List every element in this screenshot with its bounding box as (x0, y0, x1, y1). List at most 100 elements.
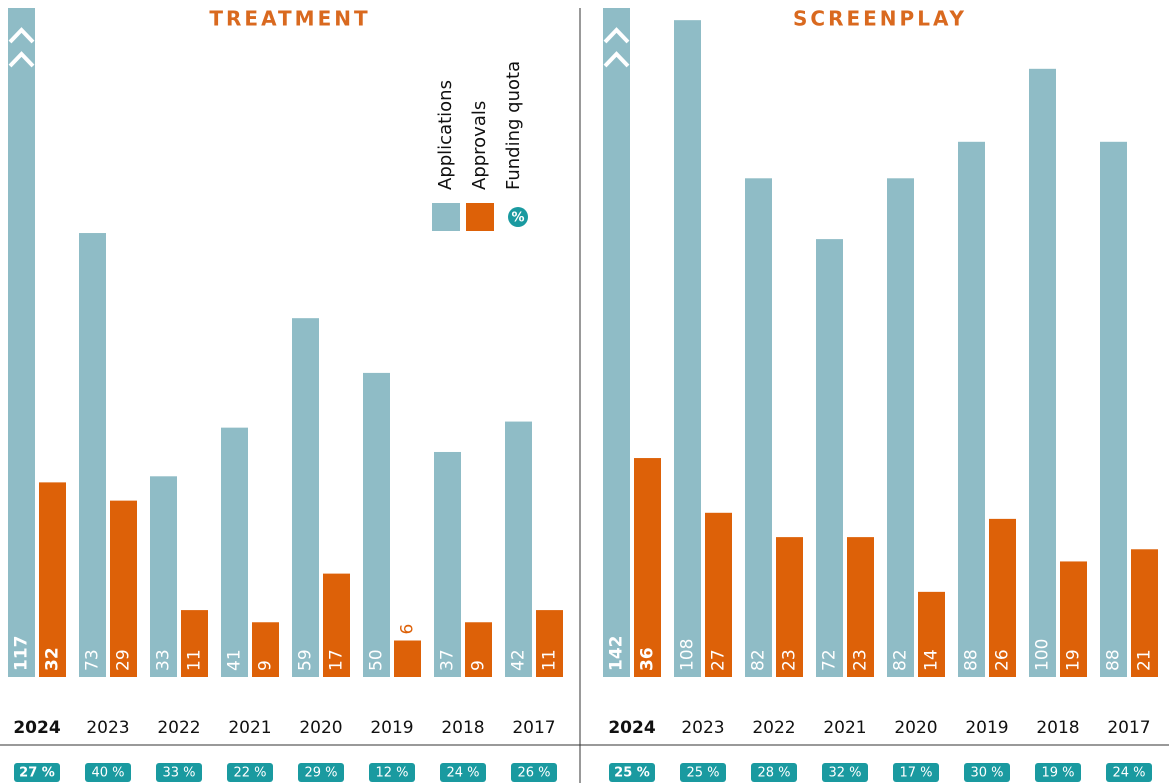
bar-value-label: 42 (509, 649, 529, 671)
year-label: 2020 (299, 718, 342, 738)
quota-label: 12 % (375, 766, 408, 781)
bar-value-label: 37 (438, 649, 458, 671)
quota-badge (964, 763, 1010, 782)
bar-value-label: 142 (607, 636, 627, 672)
bar-value-label: 29 (114, 649, 134, 671)
bar-value-label: 50 (367, 649, 387, 671)
year-label: 2021 (823, 718, 866, 738)
year-label: 2020 (894, 718, 937, 738)
quota-badge (369, 763, 415, 782)
quota-badge (1106, 763, 1152, 782)
year-label: 2024 (608, 718, 655, 738)
quota-badge (14, 763, 60, 782)
quota-label: 22 % (233, 766, 266, 781)
year-label: 2021 (228, 718, 271, 738)
bar (110, 500, 137, 677)
legend-quota-icon (508, 207, 528, 227)
quota-label: 25 % (686, 766, 719, 781)
bar-value-label: 21 (1135, 649, 1155, 671)
quota-badge (85, 763, 131, 782)
bar (536, 610, 563, 677)
bar-value-label: 9 (256, 660, 276, 671)
bar-value-label: 27 (709, 649, 729, 671)
bar-value-label: 11 (540, 649, 560, 671)
legend-quota-symbol: % (511, 211, 524, 226)
year-label: 2023 (86, 718, 129, 738)
bar (181, 610, 208, 677)
bar (363, 372, 390, 677)
quota-badge (511, 763, 557, 782)
bar (8, 8, 35, 677)
year-label: 2018 (441, 718, 484, 738)
quota-label: 24 % (446, 766, 479, 781)
year-label: 2024 (13, 718, 60, 738)
bar-value-label: 9 (469, 660, 489, 671)
break-chevron (603, 27, 630, 44)
panel-title: TREATMENT (209, 7, 370, 31)
bar (603, 8, 630, 677)
bar-value-label: 108 (678, 639, 698, 671)
quota-label: 40 % (91, 766, 124, 781)
quota-badge (440, 763, 486, 782)
bar (887, 178, 914, 678)
bar (1060, 561, 1087, 677)
bar (252, 622, 279, 677)
quota-badge (751, 763, 797, 782)
bar (776, 537, 803, 677)
legend-label: Funding quota (503, 61, 524, 190)
bar-value-label: 82 (749, 649, 769, 671)
bar (394, 640, 421, 677)
year-label: 2019 (965, 718, 1008, 738)
quota-label: 28 % (757, 766, 790, 781)
bar-value-label: 17 (327, 649, 347, 671)
bar-value-label: 11 (185, 649, 205, 671)
quota-badge (822, 763, 868, 782)
bar (323, 573, 350, 677)
bar-value-label: 73 (83, 649, 103, 671)
year-label: 2023 (681, 718, 724, 738)
bar-value-label: 72 (820, 649, 840, 671)
quota-badge (227, 763, 273, 782)
quota-label: 17 % (899, 766, 932, 781)
quota-label: 29 % (304, 766, 337, 781)
legend-swatch (466, 203, 494, 231)
quota-label: 25 % (614, 766, 650, 781)
bar (434, 451, 461, 677)
bar (1131, 549, 1158, 677)
bar (79, 233, 106, 677)
quota-badge (893, 763, 939, 782)
bar (221, 427, 248, 677)
year-label: 2017 (1107, 718, 1150, 738)
break-chevron (8, 51, 35, 68)
bar-value-label: 36 (638, 647, 658, 671)
quota-badge (680, 763, 726, 782)
bar (39, 482, 66, 677)
quota-badge (609, 763, 655, 782)
bar-value-label: 117 (12, 636, 32, 672)
bar-value-label: 33 (154, 649, 174, 671)
bar-value-label: 82 (891, 649, 911, 671)
quota-badge (1035, 763, 1081, 782)
bar (150, 476, 177, 677)
bar-value-label: 23 (851, 649, 871, 671)
year-label: 2019 (370, 718, 413, 738)
bar (292, 318, 319, 677)
quota-label: 24 % (1112, 766, 1145, 781)
year-label: 2018 (1036, 718, 1079, 738)
year-label: 2022 (157, 718, 200, 738)
bar-value-label: 100 (1033, 639, 1053, 671)
bar (1029, 68, 1056, 678)
year-label: 2017 (512, 718, 555, 738)
bar (674, 20, 701, 678)
bar (918, 591, 945, 677)
quota-label: 26 % (517, 766, 550, 781)
break-chevron (603, 51, 630, 68)
bar (1100, 141, 1127, 678)
bar (505, 421, 532, 677)
break-chevron (8, 27, 35, 44)
quota-badge (298, 763, 344, 782)
bar (958, 141, 985, 678)
bar-value-label: 19 (1064, 649, 1084, 671)
bar-value-label: 6 (398, 624, 418, 635)
